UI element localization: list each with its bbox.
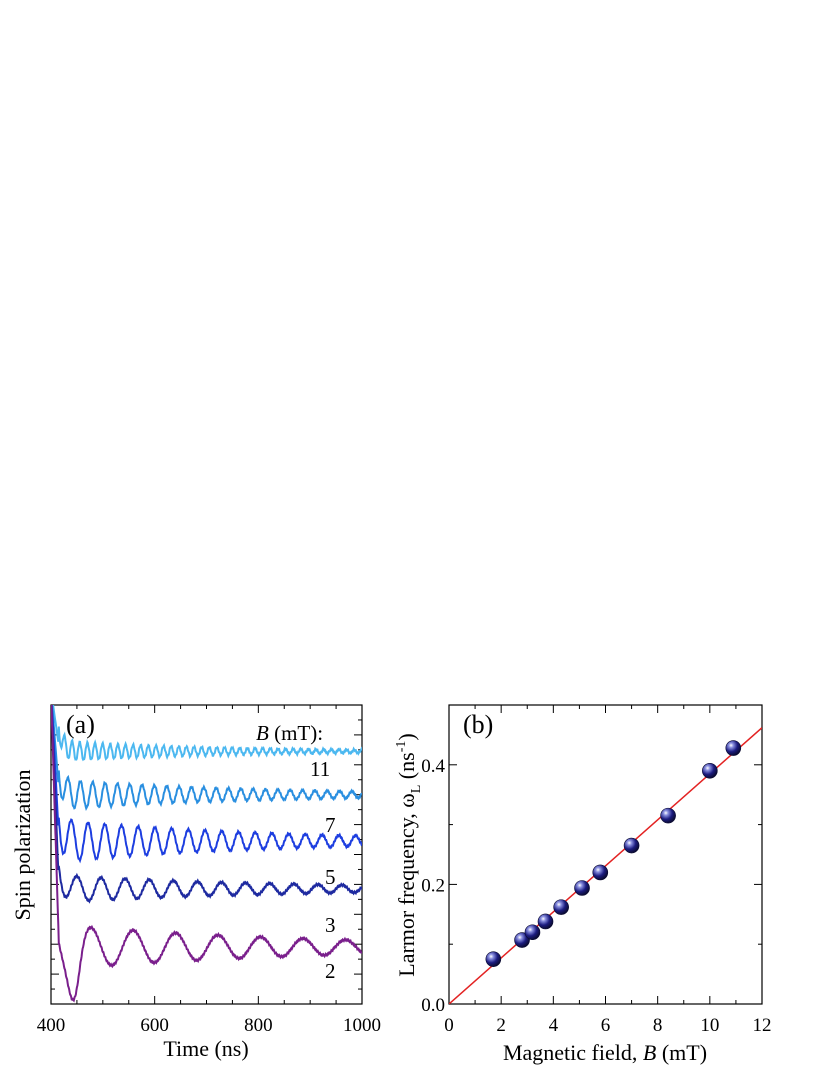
panel-b-plot-area [449,727,762,1004]
x-tick-label: 10 [700,1015,719,1036]
series-line-7 [51,705,362,811]
x-tick-label: 1000 [343,1015,381,1036]
series-label-2: 2 [325,959,336,983]
data-point [725,740,742,756]
data-point [553,899,569,915]
panel-a-label: (a) [66,710,95,739]
y-tick-label: 0.2 [421,875,445,896]
data-point [592,864,609,881]
x-tick-label: 8 [653,1015,663,1036]
series-label-3: 3 [325,913,336,937]
series-label-11: 11 [310,757,330,781]
data-point [702,762,718,779]
series-line-2 [51,705,362,1003]
x-tick-label: 800 [244,1015,273,1036]
x-tick-label: 12 [753,1015,772,1036]
x-tick-label: 6 [601,1015,611,1036]
panel-b-y-axis-title: Larmor frequency, ωL (ns-1) [394,733,424,976]
panel-b-ticks: 0 2 4 6 8 10 12 0.0 0.2 0.4 [421,705,772,1036]
panel-a-legend-title: B (mT): [256,721,323,745]
x-tick-label: 600 [140,1015,169,1036]
data-point [623,837,640,854]
series-label-5: 5 [325,865,336,889]
x-tick-label: 400 [37,1015,66,1036]
x-tick-label: 2 [496,1015,506,1036]
data-point [537,913,554,930]
x-tick-label: 0 [444,1015,454,1036]
series-line-11 [52,705,362,762]
panel-b-larmor-frequency: 0 2 4 6 8 10 12 0.0 0.2 0.4 (b) Magnetic field, B… [394,704,772,1065]
x-tick-label: 4 [549,1015,559,1036]
panel-b-x-axis-title: Magnetic field, B (mT) [503,1040,707,1065]
panel-a-ticks: 400 600 800 1000 [37,705,381,1036]
y-tick-label: 0.0 [421,995,445,1016]
data-point [574,880,590,896]
panel-b-label: (b) [463,710,493,739]
y-tick-label: 0.4 [421,756,445,777]
panel-a-y-axis-title: Spin polarization [10,770,35,921]
series-label-7: 7 [325,813,336,837]
data-point [660,807,676,824]
data-point [514,932,530,948]
panel-a-time-traces: 400 600 800 1000 (a) B (mT): 11 7 5 3 2 Tim… [10,704,381,1061]
panel-a-x-axis-title: Time (ns) [163,1036,248,1061]
panel-a-curves [51,705,362,1003]
series-line-5 [51,705,362,864]
series-line-3 [51,705,362,904]
data-point [524,924,541,941]
data-point [485,951,502,967]
